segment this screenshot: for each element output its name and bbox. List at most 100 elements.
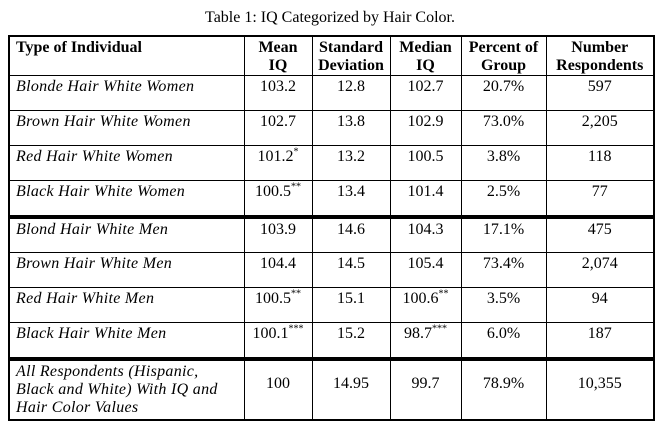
- header-row: Type of Individual Mean IQ Standard Devi…: [8, 35, 655, 76]
- row-label: Red Hair White Women: [8, 145, 245, 181]
- header-standard-deviation: Standard Deviation: [311, 35, 391, 76]
- mean-value: 103.9: [260, 220, 296, 238]
- median-value: 100.5: [407, 148, 444, 165]
- cell-number-respondents: 2,205: [545, 110, 655, 146]
- median-value: 104.3: [407, 220, 444, 238]
- significance-marker: **: [438, 288, 449, 300]
- cell-number-respondents: 475: [545, 217, 655, 253]
- cell-percent-of-group: 20.7%: [460, 75, 547, 111]
- cell-number-respondents: 118: [545, 145, 655, 181]
- cell-mean-iq: 100.5**: [243, 287, 313, 323]
- row-brown-hair-white-women: Brown Hair White Women 102.7 13.8 102.9 …: [8, 110, 655, 146]
- row-label: Brown Hair White Women: [8, 110, 245, 146]
- mean-value: 103.2: [260, 78, 296, 95]
- cell-mean-iq: 100.1***: [243, 322, 313, 358]
- row-label: Black Hair White Women: [8, 180, 245, 216]
- mean-value: 101.2: [257, 148, 294, 165]
- cell-standard-deviation: 14.6: [311, 217, 391, 253]
- row-red-hair-white-men: Red Hair White Men 100.5** 15.1 100.6** …: [8, 287, 655, 323]
- cell-number-respondents: 94: [545, 287, 655, 323]
- header-type-of-individual: Type of Individual: [8, 35, 245, 76]
- cell-percent-of-group: 6.0%: [460, 322, 547, 358]
- header-percent-of-group: Percent of Group: [460, 35, 547, 76]
- cell-standard-deviation: 13.4: [311, 180, 391, 216]
- row-label: Black Hair White Men: [8, 322, 245, 358]
- significance-marker: *: [293, 146, 299, 158]
- row-label: Brown Hair White Men: [8, 252, 245, 288]
- row-label: All Respondents (Hispanic, Black and Whi…: [8, 359, 245, 420]
- row-label: Blonde Hair White Women: [8, 75, 245, 111]
- mean-value: 100.5: [255, 290, 291, 307]
- section-separator: [8, 214, 655, 219]
- mean-value: 100.1: [252, 325, 289, 342]
- cell-mean-iq: 100: [243, 359, 313, 420]
- cell-median-iq: 100.5: [389, 145, 462, 181]
- cell-standard-deviation: 14.5: [311, 252, 391, 288]
- cell-percent-of-group: 3.8%: [460, 145, 547, 181]
- mean-value: 104.4: [260, 255, 296, 272]
- median-value: 102.9: [407, 113, 444, 130]
- cell-percent-of-group: 73.4%: [460, 252, 547, 288]
- cell-median-iq: 102.9: [389, 110, 462, 146]
- cell-median-iq: 104.3: [389, 217, 462, 253]
- cell-mean-iq: 103.2: [243, 75, 313, 111]
- cell-median-iq: 100.6**: [389, 287, 462, 323]
- row-black-hair-white-women: Black Hair White Women 100.5** 13.4 101.…: [8, 180, 655, 216]
- cell-percent-of-group: 78.9%: [460, 359, 547, 420]
- mean-value: 100.5: [255, 183, 291, 200]
- cell-percent-of-group: 3.5%: [460, 287, 547, 323]
- mean-value: 100: [266, 374, 290, 392]
- cell-median-iq: 105.4: [389, 252, 462, 288]
- cell-median-iq: 102.7: [389, 75, 462, 111]
- significance-marker: ***: [432, 323, 447, 335]
- table-caption: Table 1: IQ Categorized by Hair Color.: [205, 9, 455, 26]
- row-blond-hair-white-men: Blond Hair White Men 103.9 14.6 104.3 17…: [8, 217, 655, 253]
- cell-median-iq: 99.7: [389, 359, 462, 420]
- cell-median-iq: 101.4: [389, 180, 462, 216]
- cell-standard-deviation: 13.8: [311, 110, 391, 146]
- mean-value: 102.7: [260, 113, 296, 130]
- row-brown-hair-white-men: Brown Hair White Men 104.4 14.5 105.4 73…: [8, 252, 655, 288]
- cell-standard-deviation: 14.95: [311, 359, 391, 420]
- cell-standard-deviation: 15.2: [311, 322, 391, 358]
- row-label: Blond Hair White Men: [8, 217, 245, 253]
- cell-number-respondents: 10,355: [545, 359, 655, 420]
- row-red-hair-white-women: Red Hair White Women 101.2* 13.2 100.5 3…: [8, 145, 655, 181]
- median-value: 105.4: [407, 255, 444, 272]
- cell-mean-iq: 100.5**: [243, 180, 313, 216]
- cell-number-respondents: 77: [545, 180, 655, 216]
- row-black-hair-white-men: Black Hair White Men 100.1*** 15.2 98.7*…: [8, 322, 655, 358]
- median-value: 98.7: [404, 325, 432, 342]
- cell-standard-deviation: 12.8: [311, 75, 391, 111]
- row-blonde-hair-white-women: Blonde Hair White Women 103.2 12.8 102.7…: [8, 75, 655, 111]
- cell-mean-iq: 103.9: [243, 217, 313, 253]
- cell-number-respondents: 187: [545, 322, 655, 358]
- cell-median-iq: 98.7***: [389, 322, 462, 358]
- cell-mean-iq: 102.7: [243, 110, 313, 146]
- cell-mean-iq: 104.4: [243, 252, 313, 288]
- median-value: 102.7: [407, 78, 444, 95]
- median-value: 99.7: [411, 374, 440, 392]
- cell-percent-of-group: 2.5%: [460, 180, 547, 216]
- header-number-respondents: Number Respondents: [545, 35, 655, 76]
- cell-number-respondents: 597: [545, 75, 655, 111]
- cell-percent-of-group: 17.1%: [460, 217, 547, 253]
- median-value: 101.4: [407, 183, 444, 200]
- cell-number-respondents: 2,074: [545, 252, 655, 288]
- cell-standard-deviation: 15.1: [311, 287, 391, 323]
- section-separator-row: [8, 214, 655, 219]
- cell-standard-deviation: 13.2: [311, 145, 391, 181]
- significance-marker: ***: [288, 323, 304, 335]
- cell-mean-iq: 101.2*: [243, 145, 313, 181]
- row-label: Red Hair White Men: [8, 287, 245, 323]
- significance-marker: **: [291, 288, 301, 300]
- header-mean-iq: Mean IQ: [243, 35, 313, 76]
- median-value: 100.6: [402, 290, 439, 307]
- iq-by-hair-color-table: Type of Individual Mean IQ Standard Devi…: [8, 35, 655, 421]
- section-separator-row: [8, 356, 655, 361]
- cell-percent-of-group: 73.0%: [460, 110, 547, 146]
- header-median-iq: Median IQ: [389, 35, 462, 76]
- section-separator: [8, 356, 655, 361]
- significance-marker: **: [291, 181, 301, 193]
- row-all-respondents: All Respondents (Hispanic, Black and Whi…: [8, 359, 655, 420]
